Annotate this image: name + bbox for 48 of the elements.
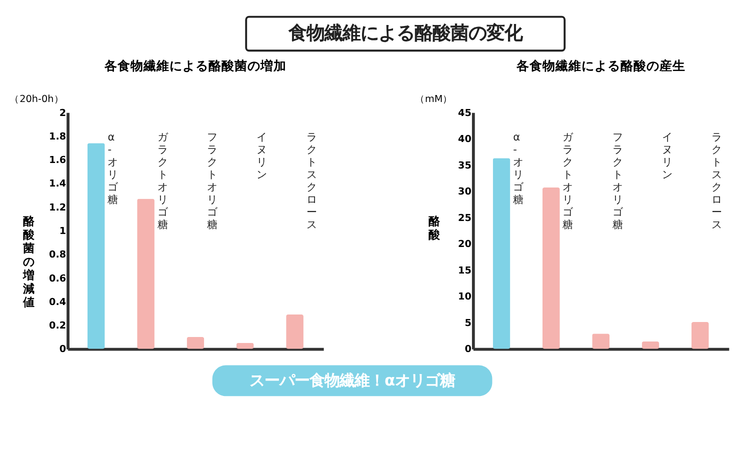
bar xyxy=(592,334,610,349)
y-tick-label: 2 xyxy=(59,108,66,119)
bar xyxy=(186,337,204,349)
y-tick-label: 1.8 xyxy=(49,131,66,142)
category-label: ラクトスクロース xyxy=(712,130,723,232)
y-tick-label: 10 xyxy=(458,292,472,303)
y-axis-title: 酪酸 xyxy=(428,214,442,242)
category-label: イヌリン xyxy=(256,130,268,182)
category-label: α-オリゴ糖 xyxy=(513,130,524,206)
bar xyxy=(542,188,560,349)
text: （20h-0h） xyxy=(10,94,64,105)
y-tick-label: 0.4 xyxy=(49,296,66,308)
chart-title: 各食物繊維による酪酸の産生 xyxy=(515,58,686,73)
y-axis-title: 酪酸菌の増減値 xyxy=(22,214,36,309)
y-tick-label: 0 xyxy=(59,344,66,356)
y-tick-label: 0.8 xyxy=(49,250,66,261)
category-label: ガラクトオリゴ糖 xyxy=(157,130,168,232)
y-tick-label: 45 xyxy=(458,108,472,119)
y-tick-label: 15 xyxy=(458,265,472,276)
text: スーパー食物繊維！αオリゴ糖 xyxy=(249,372,456,390)
y-tick-label: 25 xyxy=(458,212,472,224)
category-label: フラクトオリゴ糖 xyxy=(612,130,624,232)
y-tick-label: 40 xyxy=(458,134,472,146)
y-tick-label: 35 xyxy=(458,160,472,172)
bar xyxy=(137,198,154,349)
bar xyxy=(642,341,660,349)
category-label: フラクトオリゴ糖 xyxy=(207,130,218,232)
bar xyxy=(691,322,709,349)
category-label: ラクトスクロース xyxy=(306,130,318,232)
category-label: ガラクトオリゴ糖 xyxy=(562,130,574,232)
bar xyxy=(87,143,105,349)
chart-title: 各食物繊維による酪酸菌の増加 xyxy=(103,58,286,73)
text: （mM） xyxy=(415,94,453,105)
y-tick-label: 30 xyxy=(458,186,472,198)
y-tick-label: 5 xyxy=(464,318,472,329)
bar xyxy=(492,158,510,349)
y-tick-label: 0 xyxy=(464,344,472,356)
y-tick-label: 1.6 xyxy=(49,155,66,166)
y-tick-label: 0.6 xyxy=(49,273,66,284)
category-label: α-オリゴ糖 xyxy=(108,130,119,206)
y-tick-label: 1.2 xyxy=(49,202,66,214)
y-tick-label: 1 xyxy=(59,226,66,237)
y-tick-label: 0.2 xyxy=(49,320,66,332)
bar xyxy=(286,314,304,349)
y-tick-label: 20 xyxy=(458,239,472,250)
category-label: イヌリン xyxy=(662,130,674,182)
text: 食物繊維による酪酸菌の変化 xyxy=(287,23,524,44)
y-tick-label: 1.4 xyxy=(49,178,66,190)
